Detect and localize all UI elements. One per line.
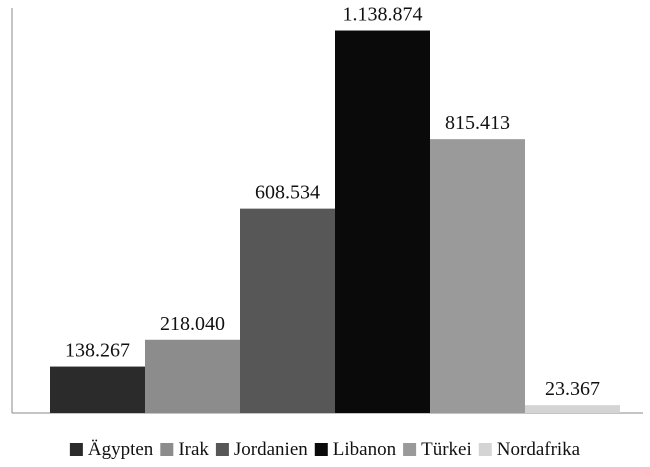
data-label: 1.138.874 <box>343 4 423 26</box>
bar-irak <box>145 339 240 413</box>
legend-item-jordanien: Jordanien <box>215 439 308 460</box>
bar-ägypten <box>50 366 145 413</box>
legend-item-ägypten: Ägypten <box>69 439 154 460</box>
legend: Ägypten Irak Jordanien Libanon Türkei Nordafr… <box>69 439 581 460</box>
data-label: 218.040 <box>160 313 225 335</box>
legend-item-nordafrika: Nordafrika <box>478 439 581 460</box>
data-label-group: 138.267 218.040 608.534 1.138.874 815.413 23.… <box>65 4 600 401</box>
legend-swatch <box>215 443 229 456</box>
bar-nordafrika <box>525 405 620 413</box>
legend-item-irak: Irak <box>160 439 209 460</box>
bar-türkei <box>430 139 525 413</box>
data-label: 23.367 <box>545 378 600 400</box>
data-label: 815.413 <box>445 112 510 134</box>
legend-label: Türkei <box>421 439 472 460</box>
data-label: 138.267 <box>65 340 130 362</box>
legend-label: Ägypten <box>88 439 154 460</box>
legend-label: Libanon <box>333 439 397 460</box>
legend-label: Jordanien <box>234 439 308 460</box>
data-label: 608.534 <box>255 182 320 204</box>
legend-item-türkei: Türkei <box>403 439 472 460</box>
legend-swatch <box>403 443 417 456</box>
bar-group <box>50 30 620 414</box>
legend-label: Irak <box>178 439 209 460</box>
legend-item-libanon: Libanon <box>314 439 397 460</box>
legend-label: Nordafrika <box>497 439 581 460</box>
legend-swatch <box>314 443 328 456</box>
bar-jordanien <box>240 208 335 413</box>
legend-swatch <box>160 443 174 456</box>
legend-swatch <box>478 443 492 456</box>
bar-libanon <box>335 30 430 414</box>
legend-swatch <box>69 443 83 456</box>
